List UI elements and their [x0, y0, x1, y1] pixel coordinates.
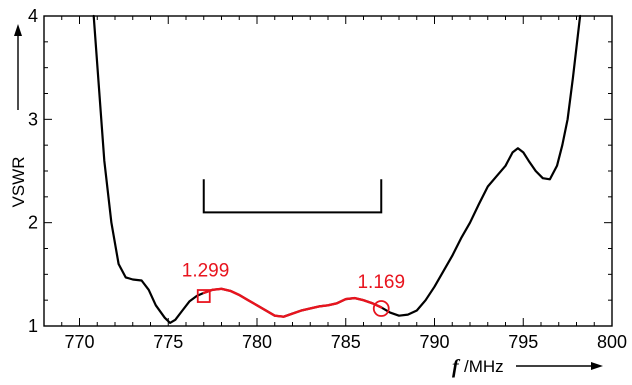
- x-tick-label: 770: [64, 332, 94, 352]
- axis-ticks: [43, 15, 613, 327]
- x-axis-label-symbol: f: [452, 356, 461, 378]
- circle-marker: [372, 300, 390, 317]
- marker-layer: [196, 289, 390, 317]
- band-bracket: [202, 179, 383, 214]
- value-annotation: 1.169: [357, 272, 405, 293]
- x-tick-label: 800: [597, 332, 627, 352]
- x-tick-label: 795: [508, 332, 538, 352]
- value-annotation: 1.299: [182, 260, 230, 281]
- y-tick-label: 3: [28, 109, 38, 129]
- x-tick-label: 780: [242, 332, 272, 352]
- square-marker: [196, 289, 211, 303]
- x-tick-label: 775: [153, 332, 183, 352]
- x-axis-arrow-head: [591, 362, 603, 370]
- x-tick-labels: 770 775 780 785 790 795 800: [64, 332, 627, 352]
- x-axis-label-group: f /MHz: [452, 356, 603, 378]
- x-axis-label-unit: /MHz: [464, 357, 504, 376]
- vswr-curve: [92, 14, 582, 324]
- y-axis-label-group: VSWR: [9, 24, 28, 208]
- annotation-layer: 1.299 1.169: [182, 260, 405, 292]
- y-tick-label: 4: [28, 6, 38, 26]
- y-tick-label: 1: [28, 316, 38, 336]
- x-tick-label: 785: [331, 332, 361, 352]
- vswr-highlight-curve: [202, 287, 383, 318]
- y-axis-arrow-head: [14, 24, 22, 36]
- band-bracket-layer: [202, 179, 383, 214]
- y-tick-labels: 1 2 3 4: [28, 6, 38, 336]
- x-tick-label: 790: [419, 332, 449, 352]
- y-axis-label: VSWR: [9, 157, 28, 208]
- series-layer: [92, 14, 582, 324]
- y-tick-label: 2: [28, 213, 38, 233]
